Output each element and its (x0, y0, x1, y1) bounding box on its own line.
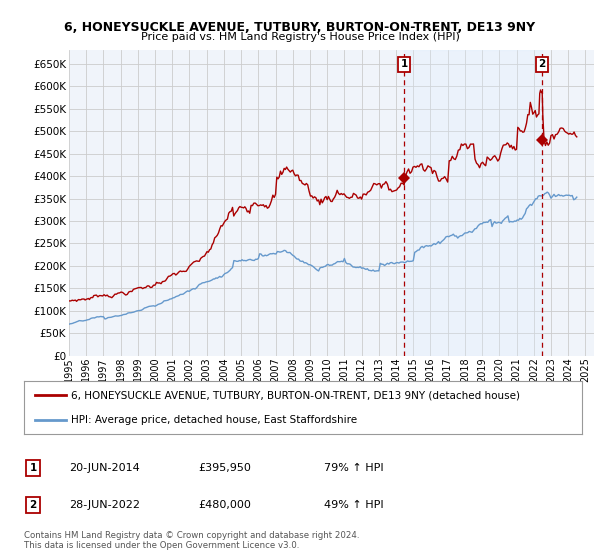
Text: 2: 2 (29, 500, 37, 510)
Text: £480,000: £480,000 (198, 500, 251, 510)
Text: 20-JUN-2014: 20-JUN-2014 (69, 463, 140, 473)
Text: Price paid vs. HM Land Registry's House Price Index (HPI): Price paid vs. HM Land Registry's House … (140, 32, 460, 42)
Text: £395,950: £395,950 (198, 463, 251, 473)
Text: Contains HM Land Registry data © Crown copyright and database right 2024.
This d: Contains HM Land Registry data © Crown c… (24, 530, 359, 550)
Text: 28-JUN-2022: 28-JUN-2022 (69, 500, 140, 510)
Text: 49% ↑ HPI: 49% ↑ HPI (324, 500, 383, 510)
Text: 6, HONEYSUCKLE AVENUE, TUTBURY, BURTON-ON-TRENT, DE13 9NY: 6, HONEYSUCKLE AVENUE, TUTBURY, BURTON-O… (64, 21, 536, 34)
Text: 2: 2 (539, 59, 546, 69)
Text: 6, HONEYSUCKLE AVENUE, TUTBURY, BURTON-ON-TRENT, DE13 9NY (detached house): 6, HONEYSUCKLE AVENUE, TUTBURY, BURTON-O… (71, 390, 520, 400)
Bar (404, 50, 542, 356)
Text: 1: 1 (29, 463, 37, 473)
Text: 1: 1 (401, 59, 408, 69)
Text: HPI: Average price, detached house, East Staffordshire: HPI: Average price, detached house, East… (71, 414, 358, 424)
Text: 79% ↑ HPI: 79% ↑ HPI (324, 463, 383, 473)
